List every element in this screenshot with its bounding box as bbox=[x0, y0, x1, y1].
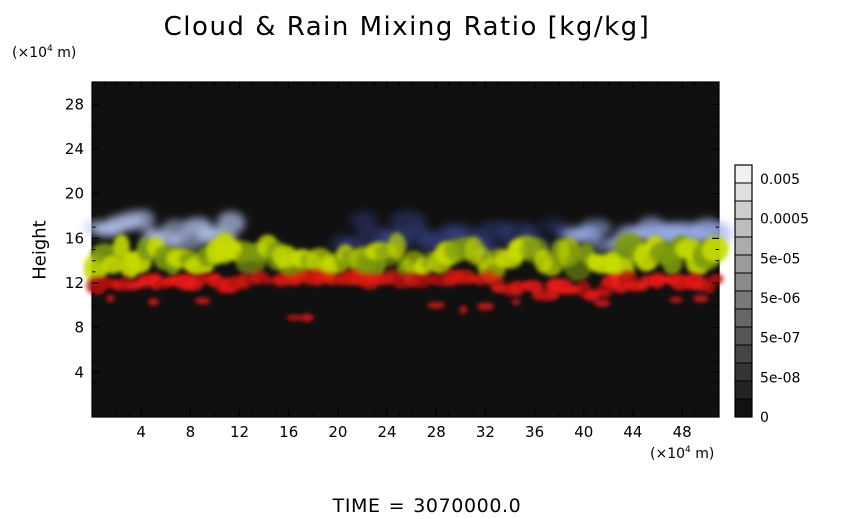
y-unit-label: (×104 m) bbox=[12, 44, 76, 61]
rain-drop bbox=[459, 305, 468, 315]
colorbar-cell bbox=[734, 254, 753, 274]
rain-drop bbox=[194, 297, 211, 305]
chart-title: Cloud & Rain Mixing Ratio [kg/kg] bbox=[163, 12, 651, 42]
y-tick-label: 16 bbox=[65, 229, 84, 247]
x-unit-exponent: 4 bbox=[685, 445, 691, 455]
layer-rain bbox=[86, 268, 724, 322]
ice-blob bbox=[579, 218, 613, 237]
rain-drop bbox=[148, 297, 159, 307]
colorbar-frame bbox=[734, 164, 753, 418]
colorbar-cell bbox=[734, 218, 753, 238]
x-tick-label: 44 bbox=[623, 423, 642, 441]
colorbar-cell bbox=[734, 308, 753, 328]
x-unit-prefix: (×10 bbox=[650, 446, 686, 462]
x-tick-label: 4 bbox=[136, 423, 146, 441]
time-equals: = bbox=[388, 495, 406, 517]
colorbar-label: 0 bbox=[760, 410, 769, 426]
y-tick-label: 12 bbox=[65, 274, 84, 292]
colorbar-cell bbox=[734, 272, 753, 292]
rain-drop bbox=[511, 298, 521, 305]
rain-drop bbox=[668, 296, 684, 303]
colorbar-label: 5e-06 bbox=[760, 291, 800, 307]
colorbar-cell bbox=[734, 326, 753, 346]
colorbar-cell bbox=[734, 290, 753, 310]
rain-drop bbox=[300, 313, 314, 322]
x-tick-label: 48 bbox=[673, 423, 692, 441]
ice-blob bbox=[216, 211, 246, 235]
x-tick-label: 8 bbox=[186, 423, 196, 441]
x-tick-label: 12 bbox=[230, 423, 249, 441]
x-unit-label: (×104 m) bbox=[650, 445, 714, 462]
y-tick-label: 28 bbox=[65, 95, 84, 113]
y-unit-exponent: 4 bbox=[47, 44, 53, 54]
colorbar-label: 5e-05 bbox=[760, 251, 800, 267]
rain-drop bbox=[476, 302, 494, 311]
colorbar-label: 5e-07 bbox=[760, 331, 800, 347]
colorbar-cell bbox=[734, 362, 753, 382]
x-tick-label: 16 bbox=[279, 423, 298, 441]
ice-blob bbox=[130, 209, 155, 231]
cloud-blob bbox=[701, 235, 729, 263]
colorbar-cell bbox=[734, 164, 753, 184]
colorbar-cell bbox=[734, 380, 753, 400]
colorbar-cell bbox=[734, 236, 753, 256]
y-tick-label: 24 bbox=[65, 140, 84, 158]
colorbar-label: 0.0005 bbox=[760, 212, 809, 228]
rain-drop bbox=[593, 299, 611, 308]
colorbar-cell bbox=[734, 344, 753, 364]
colorbar-cell bbox=[734, 200, 753, 220]
x-tick-label: 40 bbox=[574, 423, 593, 441]
y-tick-label: 20 bbox=[65, 185, 84, 203]
cloud-blob bbox=[113, 234, 130, 258]
y-unit-suffix: m) bbox=[52, 45, 77, 61]
y-unit-prefix: (×10 bbox=[12, 45, 48, 61]
rain-drop bbox=[286, 314, 304, 321]
x-tick-label: 20 bbox=[328, 423, 347, 441]
rain-drop bbox=[106, 294, 115, 303]
time-label-text: TIME bbox=[332, 495, 381, 517]
colorbar-cell bbox=[734, 398, 753, 418]
cloud-blob bbox=[102, 255, 124, 274]
time-value: 3070000.0 bbox=[413, 495, 522, 517]
rain-drop bbox=[427, 301, 446, 309]
layer-cloud bbox=[83, 232, 729, 285]
field-layers bbox=[82, 209, 733, 322]
x-tick-label: 36 bbox=[525, 423, 544, 441]
rain-blob bbox=[709, 273, 724, 285]
colorbar-cell bbox=[734, 182, 753, 202]
rain-drop bbox=[692, 294, 709, 303]
ice-blob bbox=[350, 211, 378, 231]
colorbar-label: 5e-08 bbox=[760, 370, 800, 386]
rain-drop bbox=[546, 293, 560, 300]
x-tick-label: 24 bbox=[378, 423, 397, 441]
time-label: TIME = 3070000.0 bbox=[0, 495, 854, 517]
x-unit-suffix: m) bbox=[690, 446, 715, 462]
x-tick-label: 32 bbox=[476, 423, 495, 441]
y-tick-label: 8 bbox=[74, 319, 84, 337]
cloud-blob bbox=[387, 232, 407, 261]
colorbar: 0.005 0.0005 5e-05 5e-06 5e-07 5e-08 0 bbox=[734, 164, 809, 426]
colorbar-label: 0.005 bbox=[760, 172, 800, 188]
x-tick-label: 28 bbox=[427, 423, 446, 441]
y-tick-label: 4 bbox=[74, 363, 84, 381]
